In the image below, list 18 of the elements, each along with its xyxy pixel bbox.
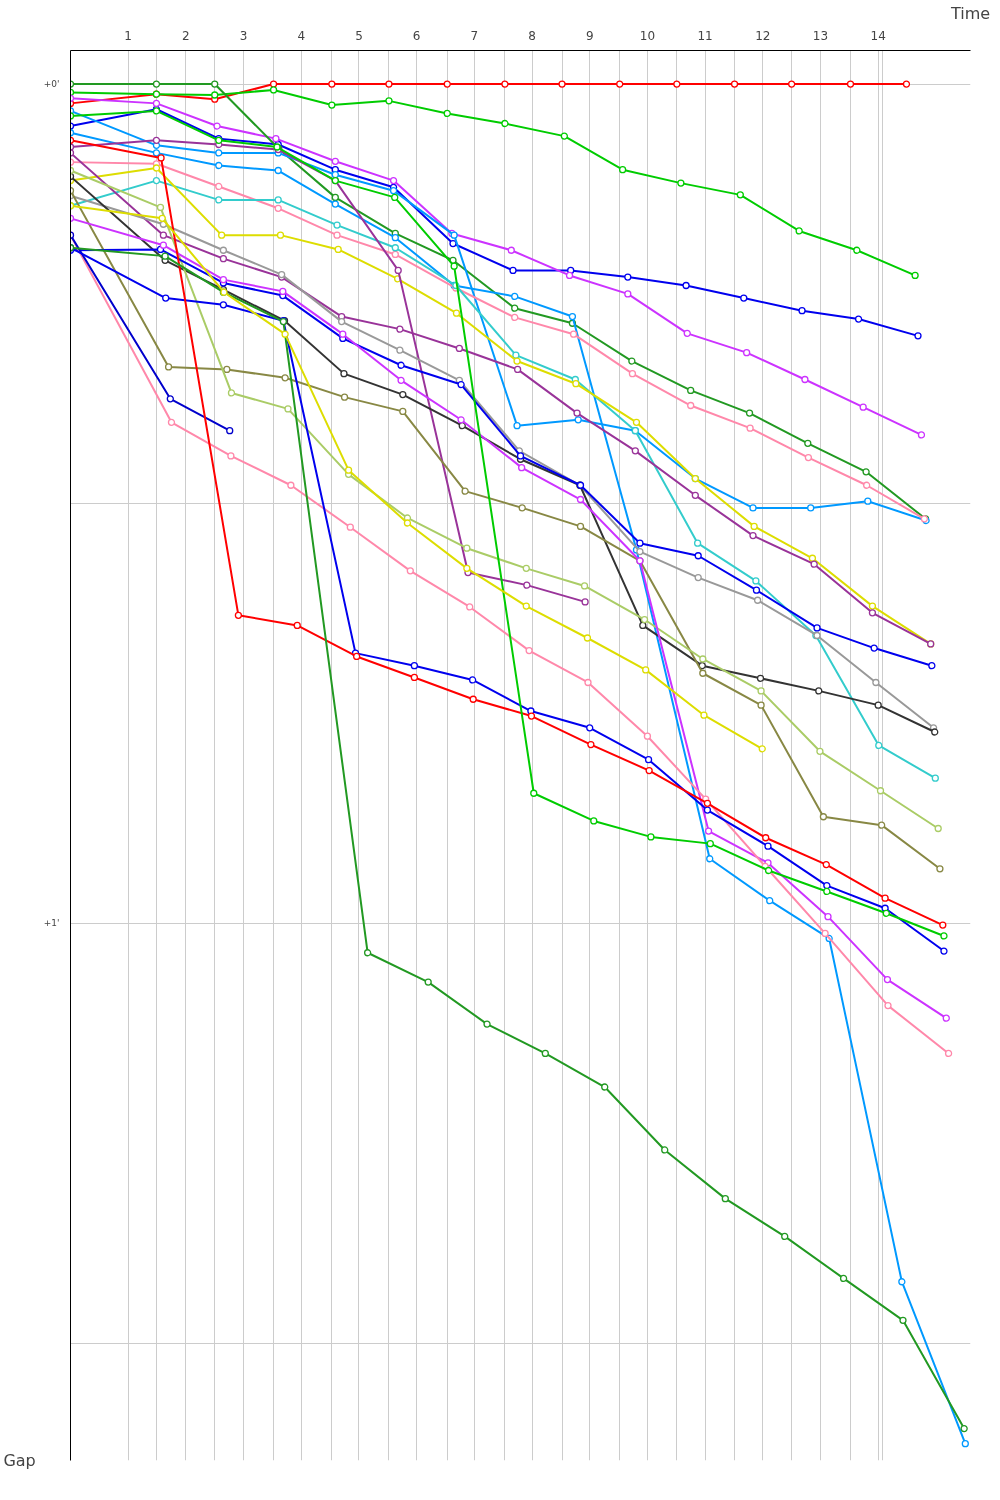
x-tick-label: 1 — [124, 28, 133, 43]
x-tick-label: 11 — [697, 28, 713, 43]
x-tick-label: 2 — [182, 28, 190, 43]
y-tick-label: +0' — [43, 79, 60, 90]
x-tick-label: 5 — [355, 28, 363, 43]
x-axis-title: Time — [949, 3, 991, 23]
x-tick-label: 12 — [755, 28, 771, 43]
x-tick-label: 13 — [812, 28, 829, 43]
x-tick-label: 10 — [639, 28, 656, 43]
x-tick-label: 14 — [870, 28, 886, 43]
x-tick-label: 3 — [239, 28, 248, 43]
x-tick-label: 8 — [528, 28, 536, 43]
y-axis-title: Gap — [3, 1451, 36, 1470]
x-tick-label: 9 — [585, 28, 594, 43]
x-tick-label: 6 — [412, 28, 421, 43]
y-tick-label: +1' — [43, 918, 60, 929]
x-tick-label: 7 — [470, 28, 479, 43]
x-tick-label: 4 — [297, 28, 306, 43]
